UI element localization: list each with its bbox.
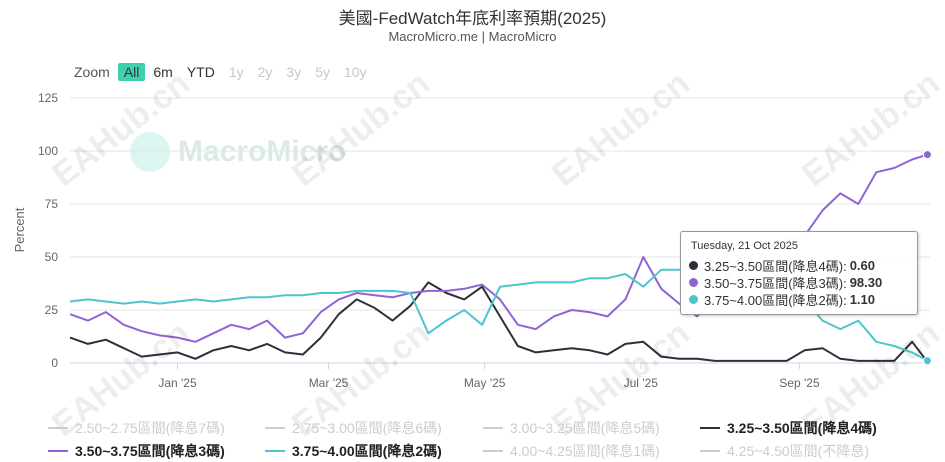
x-tick-label-4: Sep '25	[779, 376, 820, 390]
tooltip-row-2: 3.50~3.75區間(降息3碼): 98.30	[689, 273, 882, 292]
tooltip-row-1: 3.25~3.50區間(降息4碼): 0.60	[689, 256, 875, 275]
tooltip-value: 1.10	[849, 292, 876, 307]
series-line-0	[69, 281, 929, 363]
legend-line-icon	[483, 427, 503, 429]
zoom-bar: Zoom All 6m YTD 1y 2y 3y 5y 10y	[74, 61, 375, 83]
legend-line-icon	[265, 450, 285, 452]
tooltip-value: 98.30	[849, 275, 883, 290]
zoom-all-button[interactable]: All	[117, 63, 146, 81]
legend: 2.50~2.75區間(降息7碼) 2.75~3.00區間(降息6碼) 3.00…	[0, 414, 945, 462]
chart-title: 美國-FedWatch年底利率預期(2025)	[338, 9, 607, 28]
legend-label: 3.50~3.75區間(降息3碼)	[75, 443, 225, 459]
zoom-1y-button[interactable]: 1y	[228, 64, 244, 80]
legend-item-3-00-3-25[interactable]: 3.00~3.25區間(降息5碼)	[483, 418, 660, 438]
tooltip-row-3: 3.75~4.00區間(降息2碼): 1.10	[689, 290, 875, 309]
tooltip-label: 3.75~4.00區間(降息2碼):	[704, 293, 847, 308]
y-tick-label-100: 100	[38, 144, 58, 158]
zoom-6m-button[interactable]: 6m	[153, 64, 173, 80]
x-tick-label-2: May '25	[464, 376, 506, 390]
legend-label: 3.00~3.25區間(降息5碼)	[510, 420, 660, 436]
series-marker-1	[922, 150, 932, 160]
x-tick-label-1: Mar '25	[309, 376, 349, 390]
legend-line-icon	[48, 427, 68, 429]
x-tick-label-0: Jan '25	[158, 376, 197, 390]
legend-item-3-25-3-50[interactable]: 3.25~3.50區間(降息4碼)	[700, 418, 877, 438]
zoom-3y-button[interactable]: 3y	[286, 64, 302, 80]
x-axis: Jan '25 Mar '25 May '25 Jul '25 Sep '25	[70, 362, 930, 390]
legend-item-3-75-4-00[interactable]: 3.75~4.00區間(降息2碼)	[265, 441, 442, 461]
zoom-5y-button[interactable]: 5y	[315, 64, 330, 80]
legend-line-icon	[700, 450, 720, 452]
macromicro-logo-icon	[130, 132, 170, 172]
legend-item-4-25-4-50[interactable]: 4.25~4.50區間(不降息)	[700, 441, 869, 461]
y-tick-label-75: 75	[45, 197, 59, 211]
y-tick-label-125: 125	[38, 91, 58, 105]
legend-line-icon	[265, 427, 285, 429]
legend-item-2-50-2-75[interactable]: 2.50~2.75區間(降息7碼)	[48, 418, 225, 438]
legend-line-icon	[483, 450, 503, 452]
legend-line-icon	[48, 450, 68, 452]
chart-subtitle: MacroMicro.me | MacroMicro	[388, 29, 557, 44]
zoom-10y-button[interactable]: 10y	[344, 64, 367, 80]
legend-item-3-50-3-75[interactable]: 3.50~3.75區間(降息3碼)	[48, 441, 225, 461]
tooltip-label: 3.50~3.75區間(降息3碼):	[704, 276, 847, 291]
zoom-2y-button[interactable]: 2y	[257, 64, 273, 80]
zoom-label: Zoom	[74, 64, 110, 80]
y-axis-title: Percent	[12, 207, 27, 252]
series-dot-icon	[689, 278, 698, 287]
legend-label: 4.25~4.50區間(不降息)	[727, 443, 869, 459]
legend-item-4-00-4-25[interactable]: 4.00~4.25區間(降息1碼)	[483, 441, 660, 461]
series-dot-icon	[689, 295, 698, 304]
tooltip-label: 3.25~3.50區間(降息4碼):	[704, 259, 847, 274]
tooltip-value: 0.60	[849, 258, 876, 273]
data-tooltip: Tuesday, 21 Oct 2025 3.25~3.50區間(降息4碼): …	[680, 231, 918, 315]
series-marker-2	[922, 356, 932, 366]
legend-item-2-75-3-00[interactable]: 2.75~3.00區間(降息6碼)	[265, 418, 442, 438]
y-tick-label-50: 50	[45, 250, 59, 264]
y-tick-label-0: 0	[51, 356, 58, 370]
legend-label: 2.75~3.00區間(降息6碼)	[292, 420, 442, 436]
series-dot-icon	[689, 261, 698, 270]
legend-label: 4.00~4.25區間(降息1碼)	[510, 443, 660, 459]
legend-label: 2.50~2.75區間(降息7碼)	[75, 420, 225, 436]
x-tick-label-3: Jul '25	[624, 376, 659, 390]
zoom-ytd-button[interactable]: YTD	[186, 64, 215, 80]
y-tick-label-25: 25	[45, 303, 59, 317]
tooltip-date: Tuesday, 21 Oct 2025	[691, 240, 799, 252]
legend-line-icon	[700, 427, 720, 429]
legend-label: 3.25~3.50區間(降息4碼)	[727, 420, 877, 436]
legend-label: 3.75~4.00區間(降息2碼)	[292, 443, 442, 459]
y-axis: 0 25 50 75 100 125	[38, 91, 58, 370]
